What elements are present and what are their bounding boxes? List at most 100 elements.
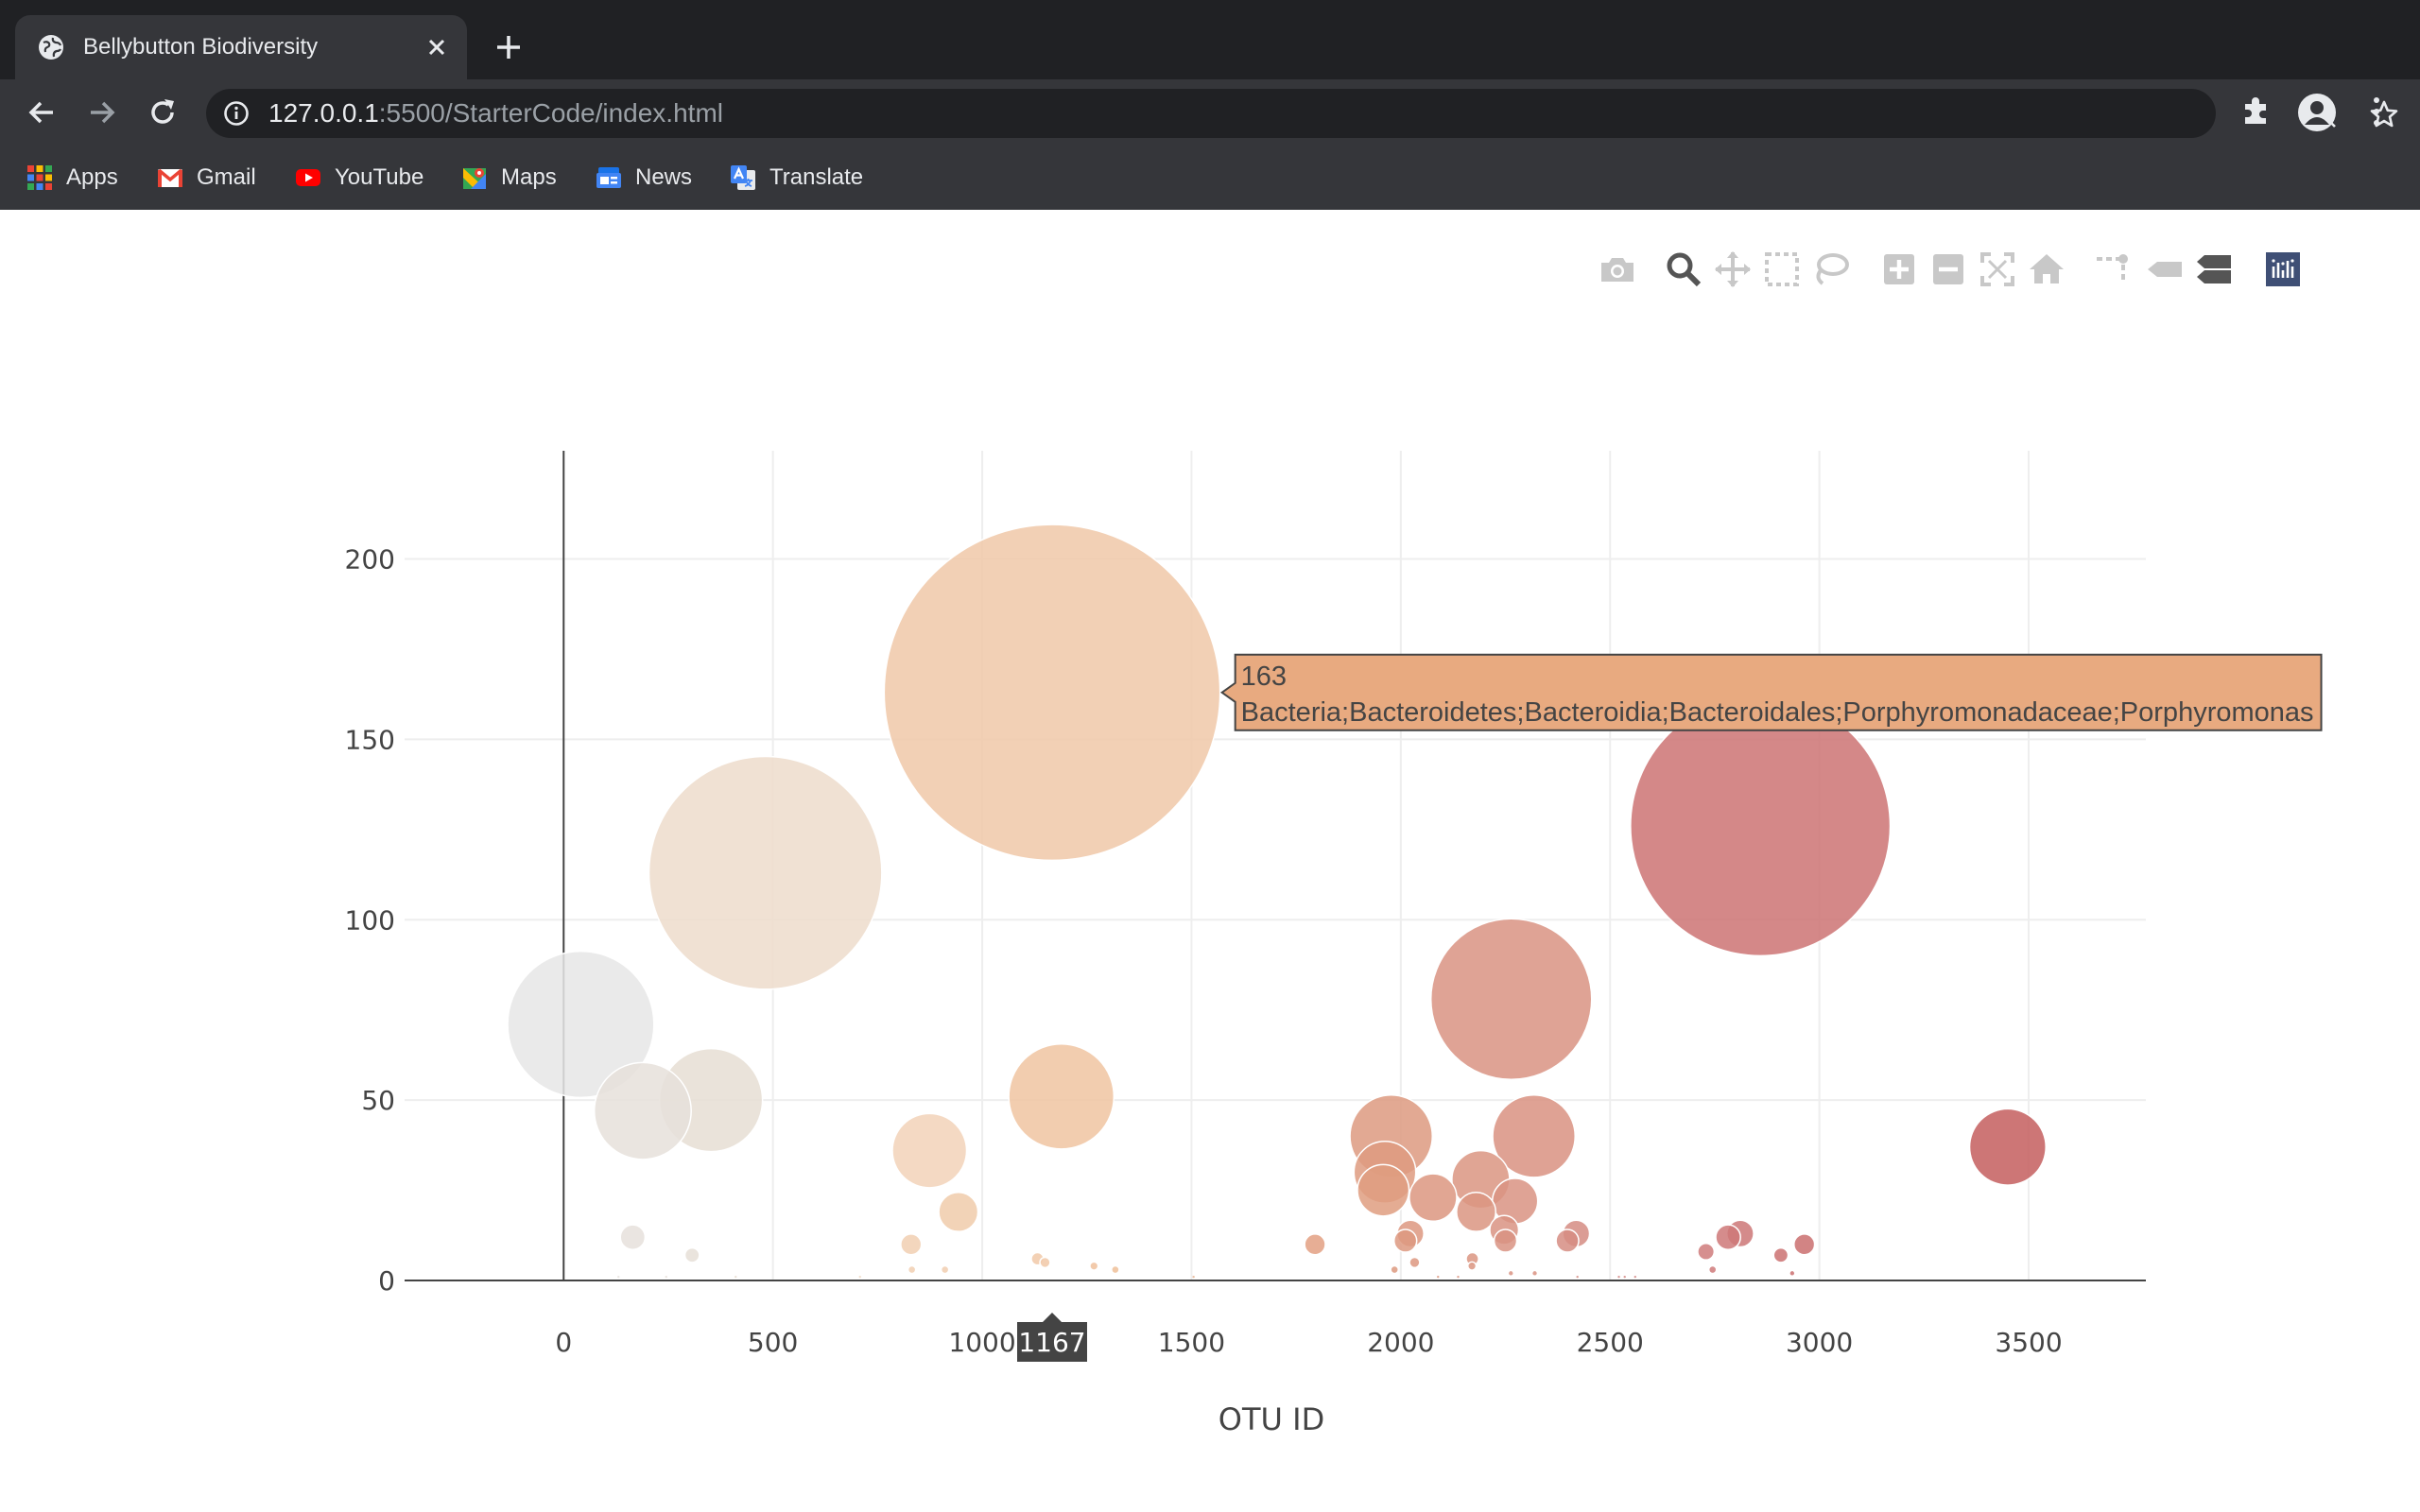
- bubble-marker[interactable]: [1623, 1275, 1626, 1279]
- x-spike-label-box: [1016, 1313, 1087, 1362]
- bubble-marker[interactable]: [1456, 1192, 1496, 1232]
- bubble-marker[interactable]: [1409, 1256, 1421, 1269]
- bubble-marker[interactable]: [619, 1224, 647, 1251]
- hover-closest-icon[interactable]: [2146, 249, 2186, 289]
- pan-icon[interactable]: [1713, 249, 1753, 289]
- bubble-marker[interactable]: [1437, 1275, 1440, 1279]
- bubble-marker[interactable]: [1457, 1275, 1460, 1279]
- plotly-logo-icon[interactable]: [2263, 249, 2303, 289]
- bubble-marker[interactable]: [1630, 695, 1892, 957]
- zoom-icon[interactable]: [1664, 249, 1703, 289]
- x-tick-label: 1000: [948, 1327, 1015, 1358]
- bubble-marker[interactable]: [891, 1112, 968, 1189]
- bookmark-apps[interactable]: Apps: [26, 161, 118, 195]
- url-host: 127.0.0.1: [268, 98, 379, 128]
- bubble-marker[interactable]: [1532, 1271, 1537, 1276]
- bubble-marker[interactable]: [617, 1275, 620, 1279]
- site-info-icon[interactable]: [223, 100, 250, 127]
- active-tab[interactable]: Bellybutton Biodiversity: [15, 15, 467, 79]
- bubble-marker[interactable]: [900, 1233, 923, 1256]
- bubble-marker[interactable]: [1634, 1275, 1636, 1279]
- bubble-marker[interactable]: [1492, 1093, 1576, 1178]
- bubble-marker[interactable]: [507, 950, 655, 1099]
- bubble-marker[interactable]: [665, 1275, 667, 1279]
- bubble-marker[interactable]: [1968, 1108, 2047, 1186]
- y-tick-label: 200: [345, 544, 395, 576]
- zoom-in-icon[interactable]: [1879, 249, 1919, 289]
- autoscale-icon[interactable]: [1978, 249, 2017, 289]
- browser-toolbar: 127.0.0.1:5500/StarterCode/index.html: [0, 79, 2420, 146]
- hover-compare-icon[interactable]: [2195, 249, 2235, 289]
- bubble-marker[interactable]: [1772, 1246, 1789, 1263]
- bookmark-translate[interactable]: Translate: [730, 161, 863, 195]
- y-tick-label: 0: [378, 1265, 395, 1297]
- reset-axes-icon[interactable]: [2027, 249, 2066, 289]
- bubble-marker[interactable]: [1509, 1271, 1513, 1276]
- bubble-marker[interactable]: [1715, 1224, 1741, 1251]
- bubble-marker[interactable]: [1409, 1173, 1458, 1223]
- bubble-marker[interactable]: [683, 1246, 700, 1263]
- address-bar[interactable]: 127.0.0.1:5500/StarterCode/index.html: [206, 89, 2398, 138]
- bookmarks-bar: Apps Gmail YouTube Maps News: [0, 146, 2420, 210]
- bubble-marker[interactable]: [1089, 1261, 1099, 1271]
- plotly-modebar: [1588, 246, 2316, 293]
- bubble-marker[interactable]: [1192, 1275, 1195, 1279]
- url-text[interactable]: 127.0.0.1:5500/StarterCode/index.html: [268, 99, 723, 128]
- translate-icon: [731, 165, 755, 190]
- new-tab-icon[interactable]: [493, 32, 524, 62]
- lasso-select-icon[interactable]: [1811, 249, 1851, 289]
- bubble-marker[interactable]: [1304, 1233, 1326, 1256]
- x-tick-label: 2000: [1367, 1327, 1434, 1358]
- bubble-markers[interactable]: [507, 524, 2047, 1279]
- close-tab-icon[interactable]: [424, 34, 450, 60]
- bubble-marker[interactable]: [908, 1266, 915, 1273]
- bubble-marker[interactable]: [1008, 1042, 1115, 1150]
- tab-title: Bellybutton Biodiversity: [83, 34, 319, 60]
- x-tick-label: 1500: [1158, 1327, 1225, 1358]
- bubble-marker[interactable]: [1429, 918, 1593, 1081]
- bubble-marker[interactable]: [942, 1266, 948, 1273]
- browser-menu-icon[interactable]: [2369, 94, 2384, 129]
- bubble-marker[interactable]: [1112, 1266, 1119, 1273]
- bubble-marker[interactable]: [1493, 1228, 1518, 1253]
- bubble-marker[interactable]: [1789, 1271, 1795, 1276]
- bubble-marker[interactable]: [1576, 1275, 1579, 1279]
- bubble-marker[interactable]: [1039, 1256, 1051, 1269]
- spike-lines-icon[interactable]: [2093, 249, 2133, 289]
- x-tick-label: 500: [748, 1327, 798, 1358]
- bubble-marker[interactable]: [938, 1192, 979, 1232]
- bubble-chart[interactable]: 0 500 1000 1500 2000 2500 3000 3500 0 50 100 150 200…: [0, 210, 2420, 1512]
- bubble-marker[interactable]: [858, 1275, 861, 1279]
- bubble-marker[interactable]: [1555, 1228, 1580, 1253]
- bookmark-label: Translate: [769, 164, 864, 190]
- reload-icon[interactable]: [146, 95, 180, 129]
- bookmark-youtube[interactable]: YouTube: [295, 161, 424, 195]
- bubble-marker[interactable]: [1357, 1163, 1410, 1217]
- page-content: 0 500 1000 1500 2000 2500 3000 3500 0 50 100 150 200…: [0, 210, 2420, 1512]
- box-select-icon[interactable]: [1762, 249, 1802, 289]
- bubble-marker[interactable]: [1467, 1261, 1478, 1271]
- bookmark-label: Maps: [501, 164, 557, 190]
- back-icon[interactable]: [25, 95, 59, 129]
- zoom-out-icon[interactable]: [1928, 249, 1968, 289]
- camera-icon[interactable]: [1598, 249, 1637, 289]
- bubble-marker[interactable]: [1391, 1266, 1398, 1273]
- bookmark-news[interactable]: News: [596, 161, 692, 195]
- extensions-puzzle-icon[interactable]: [2240, 94, 2273, 127]
- bubble-marker[interactable]: [648, 755, 883, 990]
- bubble-marker[interactable]: [883, 524, 1221, 862]
- bubble-marker[interactable]: [735, 1275, 737, 1279]
- bubble-marker[interactable]: [1709, 1266, 1716, 1273]
- profile-avatar-icon[interactable]: [2297, 93, 2337, 132]
- url-path: :5500/StarterCode/index.html: [378, 98, 723, 128]
- bookmark-gmail[interactable]: Gmail: [157, 161, 256, 195]
- bubble-marker[interactable]: [1793, 1233, 1816, 1256]
- bubble-marker[interactable]: [1392, 1228, 1418, 1253]
- bookmark-maps[interactable]: Maps: [461, 161, 557, 195]
- bubble-marker[interactable]: [593, 1061, 692, 1160]
- bubble-marker[interactable]: [1617, 1275, 1620, 1279]
- hover-value-text: 163: [1241, 662, 1287, 692]
- forward-icon[interactable]: [85, 95, 119, 129]
- x-tick-label: 3000: [1786, 1327, 1853, 1358]
- bubble-marker[interactable]: [1697, 1242, 1716, 1261]
